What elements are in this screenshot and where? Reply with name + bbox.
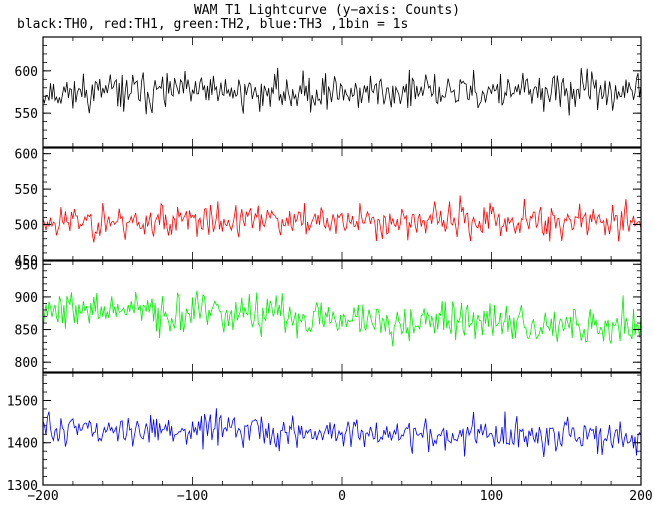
- x-tick-label: −200: [27, 489, 58, 504]
- y-tick-label: 500: [15, 219, 38, 234]
- panels: 550 600 450 500 550 600 800 850 900 950 1300 1400 15…: [7, 36, 642, 494]
- y-tick-label: 1300: [7, 479, 38, 494]
- x-tick-label: 0: [338, 489, 346, 504]
- y-tick-label: 600: [15, 65, 38, 80]
- series-th2: [43, 290, 641, 347]
- y-tick-label: 900: [15, 291, 38, 306]
- y-tick-label: 800: [15, 356, 38, 371]
- series-th1: [43, 195, 641, 243]
- y-tick-label: 550: [15, 107, 38, 122]
- panel-frame: [42, 260, 642, 373]
- panel-th3: 1300 1400 1500: [7, 372, 642, 494]
- panel-th2: 800 850 900 950: [15, 258, 642, 373]
- panel-th0: 550 600: [15, 36, 642, 148]
- y-tick-label: 850: [15, 324, 38, 339]
- series-th3: [43, 408, 641, 458]
- y-tick-label: 550: [15, 183, 38, 198]
- panel-th1: 450 500 550 600: [15, 147, 642, 269]
- x-axis: −200 −100 0 100 200: [27, 489, 652, 504]
- series-th0: [43, 67, 641, 116]
- y-tick-label: 1500: [7, 394, 38, 409]
- chart-subtitle: black:TH0, red:TH1, green:TH2, blue:TH3 …: [17, 17, 409, 32]
- x-tick-label: 200: [629, 489, 652, 504]
- y-tick-label: 600: [15, 148, 38, 163]
- y-tick-label: 950: [15, 258, 38, 273]
- y-tick-label: 1400: [7, 437, 38, 452]
- x-tick-label: 100: [480, 489, 503, 504]
- x-tick-label: −100: [177, 489, 208, 504]
- chart-title: WAM T1 Lightcurve (y−axis: Counts): [193, 3, 461, 18]
- y-tick-label: 450: [15, 254, 38, 269]
- panel-frame: [42, 147, 642, 261]
